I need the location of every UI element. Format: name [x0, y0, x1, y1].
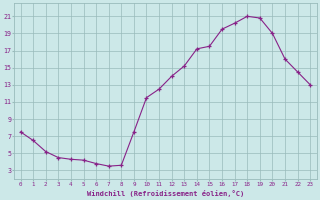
X-axis label: Windchill (Refroidissement éolien,°C): Windchill (Refroidissement éolien,°C) — [87, 190, 244, 197]
